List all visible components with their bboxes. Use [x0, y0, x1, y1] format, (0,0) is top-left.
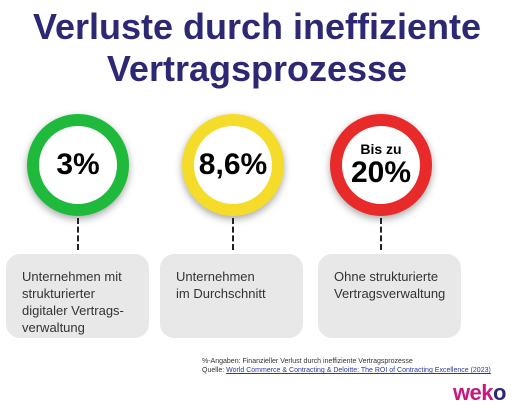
stat-prefix: Bis zu	[360, 141, 402, 157]
page-title: Verluste durch ineffiziente Vertragsproz…	[0, 6, 514, 90]
connector-line	[232, 218, 234, 250]
logo-part-2: k	[481, 380, 494, 405]
logo-part-1: we	[452, 380, 482, 405]
stat-ring-content: 8,6%	[194, 126, 272, 204]
source-note: %-Angaben: Finanzieller Verlust durch in…	[202, 357, 491, 375]
logo-part-3: o	[493, 380, 506, 405]
stat-ring-1: 3%	[27, 114, 129, 216]
stat-description-box: Unternehmen mit strukturierter digitaler…	[6, 254, 149, 338]
stat-value: 20%	[350, 156, 412, 189]
stat-ring-2: 8,6%	[182, 114, 284, 216]
source-link[interactable]: World Commerce & Contracting & Deloitte:…	[226, 367, 491, 374]
stat-value: 8,6%	[198, 148, 268, 181]
connector-line	[77, 218, 79, 250]
stat-description-box: Unternehmen im Durchschnitt	[160, 254, 303, 338]
stat-description-box: Ohne strukturierte Vertragsverwaltung	[318, 254, 461, 338]
footnote: %-Angaben: Finanzieller Verlust durch in…	[202, 358, 413, 365]
stat-ring-content: Bis zu 20%	[342, 126, 420, 204]
title-line-2: Vertragsprozesse	[106, 48, 408, 89]
source-line: Quelle: World Commerce & Contracting & D…	[202, 366, 491, 375]
stat-ring-3: Bis zu 20%	[330, 114, 432, 216]
stat-value: 3%	[56, 148, 100, 181]
weko-logo: weko	[452, 380, 507, 406]
connector-line	[380, 218, 382, 250]
stat-ring-content: 3%	[39, 126, 117, 204]
title-line-1: Verluste durch ineffiziente	[32, 6, 482, 47]
source-prefix: Quelle:	[202, 367, 227, 374]
